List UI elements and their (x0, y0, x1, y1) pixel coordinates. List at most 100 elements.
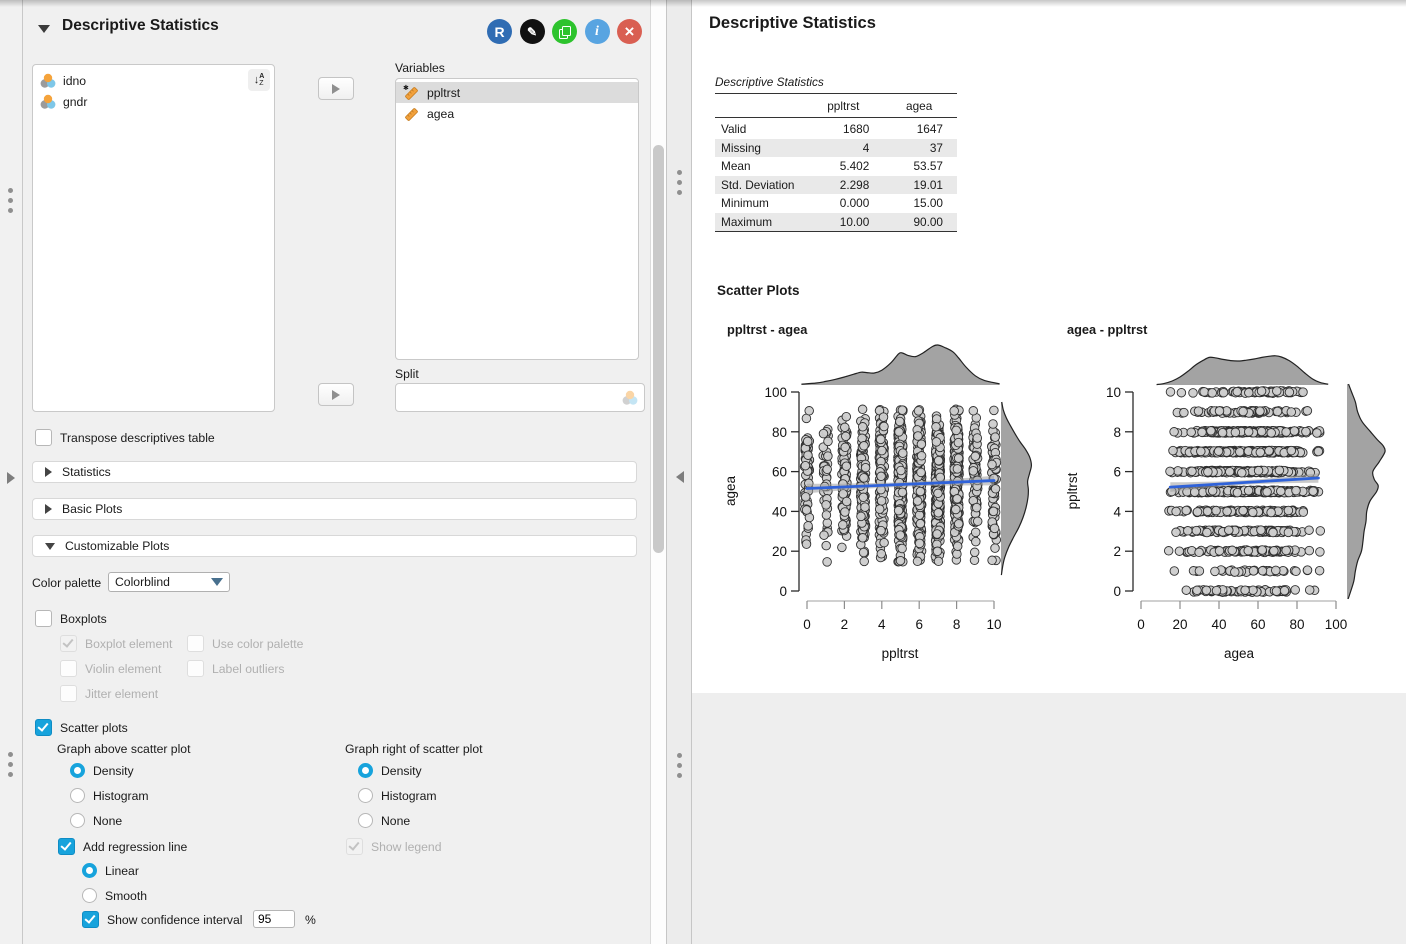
smooth-radio[interactable] (82, 888, 97, 903)
drag-handle-icon[interactable] (8, 188, 13, 213)
label-outliers-checkbox[interactable] (187, 660, 204, 677)
top-density-area (801, 344, 1000, 385)
stat-name: Mean (721, 159, 751, 174)
right-none-radio[interactable] (358, 813, 373, 828)
linear-radio[interactable] (82, 863, 97, 878)
graph-above-label: Graph above scatter plot (57, 742, 191, 756)
boxplots-checkbox[interactable] (35, 610, 52, 627)
right-histogram-radio[interactable] (358, 788, 373, 803)
section-statistics[interactable]: Statistics (32, 461, 637, 483)
regression-line (1168, 476, 1320, 489)
section-basic-plots[interactable]: Basic Plots (32, 498, 637, 520)
drag-handle-icon[interactable] (677, 170, 682, 195)
x-tick-label: 6 (915, 617, 923, 632)
stat-value: 53.57 (913, 159, 943, 174)
list-item[interactable]: idno (33, 70, 274, 91)
list-item[interactable]: ✱ ppltrst (396, 82, 638, 103)
transpose-checkbox[interactable] (35, 429, 52, 446)
left-edge-strip (0, 0, 23, 944)
copy-pages-icon (559, 26, 571, 39)
confidence-interval-option: Show confidence interval (82, 911, 243, 928)
right-histogram-option: Histogram (358, 788, 437, 803)
info-button[interactable]: i (584, 19, 610, 44)
scatter-plots-checkbox[interactable] (35, 719, 52, 736)
stat-value: 1647 (916, 122, 943, 137)
move-to-split-button[interactable] (318, 383, 354, 406)
list-item[interactable]: agea (396, 103, 638, 124)
linear-option: Linear (82, 863, 139, 878)
scale-variable-icon: ✱ (403, 84, 418, 100)
show-legend-option: Show legend (346, 838, 441, 855)
x-tick-label: 8 (953, 617, 961, 632)
section-customizable-plots[interactable]: Customizable Plots (32, 535, 637, 557)
stat-value: 15.00 (913, 196, 943, 211)
stat-value: 37 (929, 140, 943, 155)
add-regression-checkbox[interactable] (58, 838, 75, 855)
confidence-interval-checkbox[interactable] (82, 911, 99, 928)
violin-element-label: Violin element (85, 661, 162, 676)
sort-arrow-icon: ↓ (253, 74, 260, 86)
y-tick-label: 60 (772, 465, 787, 480)
stat-value: 1680 (843, 122, 870, 137)
above-histogram-label: Histogram (93, 788, 149, 803)
collapse-analysis-icon[interactable] (38, 25, 50, 33)
above-density-radio[interactable] (70, 763, 85, 778)
scatter-plots-heading: Scatter Plots (717, 283, 800, 298)
right-density-curve (1000, 401, 1033, 576)
table-row: Minimum 0.000 15.00 (715, 194, 957, 213)
drag-handle-icon[interactable] (677, 753, 682, 778)
jitter-element-checkbox[interactable] (60, 685, 77, 702)
analysis-header-buttons: R ✎ i × (487, 19, 642, 44)
scatter-plot-ppltrst-agea: 0 20 40 60 80 100 0 2 4 6 8 10 ppltrst agea (723, 344, 1033, 661)
section-label: Statistics (62, 465, 111, 479)
color-palette-value: Colorblind (115, 575, 170, 589)
form-scrollbar-thumb[interactable] (652, 145, 664, 553)
right-density-curve (1347, 383, 1386, 600)
drag-handle-icon[interactable] (8, 752, 13, 777)
flag-asterisk-icon: ✱ (403, 84, 409, 92)
split-field[interactable] (395, 383, 645, 412)
show-legend-checkbox[interactable] (346, 838, 363, 855)
above-none-radio[interactable] (70, 813, 85, 828)
graph-right-label: Graph right of scatter plot (345, 742, 483, 756)
edit-title-button[interactable]: ✎ (519, 19, 545, 44)
r-syntax-button[interactable]: R (487, 19, 512, 44)
scatter-plots-option: Scatter plots (35, 719, 128, 736)
y-tick-label: 0 (1113, 584, 1121, 599)
split-label: Split (395, 367, 419, 381)
violin-element-checkbox[interactable] (60, 660, 77, 677)
chevron-right-icon (45, 504, 52, 514)
table-row: Maximum 10.00 90.00 (715, 212, 957, 232)
table-row: Std. Deviation 2.298 19.01 (715, 175, 957, 194)
duplicate-analysis-button[interactable] (552, 19, 577, 44)
above-histogram-radio[interactable] (70, 788, 85, 803)
confidence-interval-input[interactable] (253, 910, 295, 928)
boxplots-label: Boxplots (60, 611, 107, 626)
percent-suffix: % (305, 913, 316, 927)
boxplot-element-checkbox[interactable] (60, 635, 77, 652)
section-label: Basic Plots (62, 502, 123, 516)
top-density-curve (1156, 355, 1329, 386)
move-to-variables-button[interactable] (318, 77, 354, 100)
panel-divider[interactable] (666, 0, 692, 944)
use-color-palette-option: Use color palette (187, 635, 303, 652)
nominal-variable-icon (622, 390, 638, 405)
variables-list[interactable]: ✱ ppltrst agea (395, 78, 639, 360)
close-analysis-button[interactable]: × (617, 19, 642, 44)
results-panel: Descriptive Statistics Descriptive Stati… (692, 0, 1406, 944)
list-item[interactable]: gndr (33, 91, 274, 112)
y-axis-title: ppltrst (1065, 472, 1080, 509)
color-palette-dropdown[interactable]: Colorblind (108, 572, 230, 592)
right-density-radio[interactable] (358, 763, 373, 778)
above-none-option: None (70, 813, 122, 828)
descriptives-table: ppltrst agea Valid 1680 1647 Missing 4 37 Me… (715, 93, 957, 232)
y-axis-title: agea (723, 475, 738, 506)
expand-right-icon[interactable] (7, 472, 15, 484)
above-density-label: Density (93, 763, 134, 778)
use-color-palette-checkbox[interactable] (187, 635, 204, 652)
collapse-left-icon[interactable] (676, 471, 684, 483)
x-tick-label: 10 (986, 617, 1001, 632)
